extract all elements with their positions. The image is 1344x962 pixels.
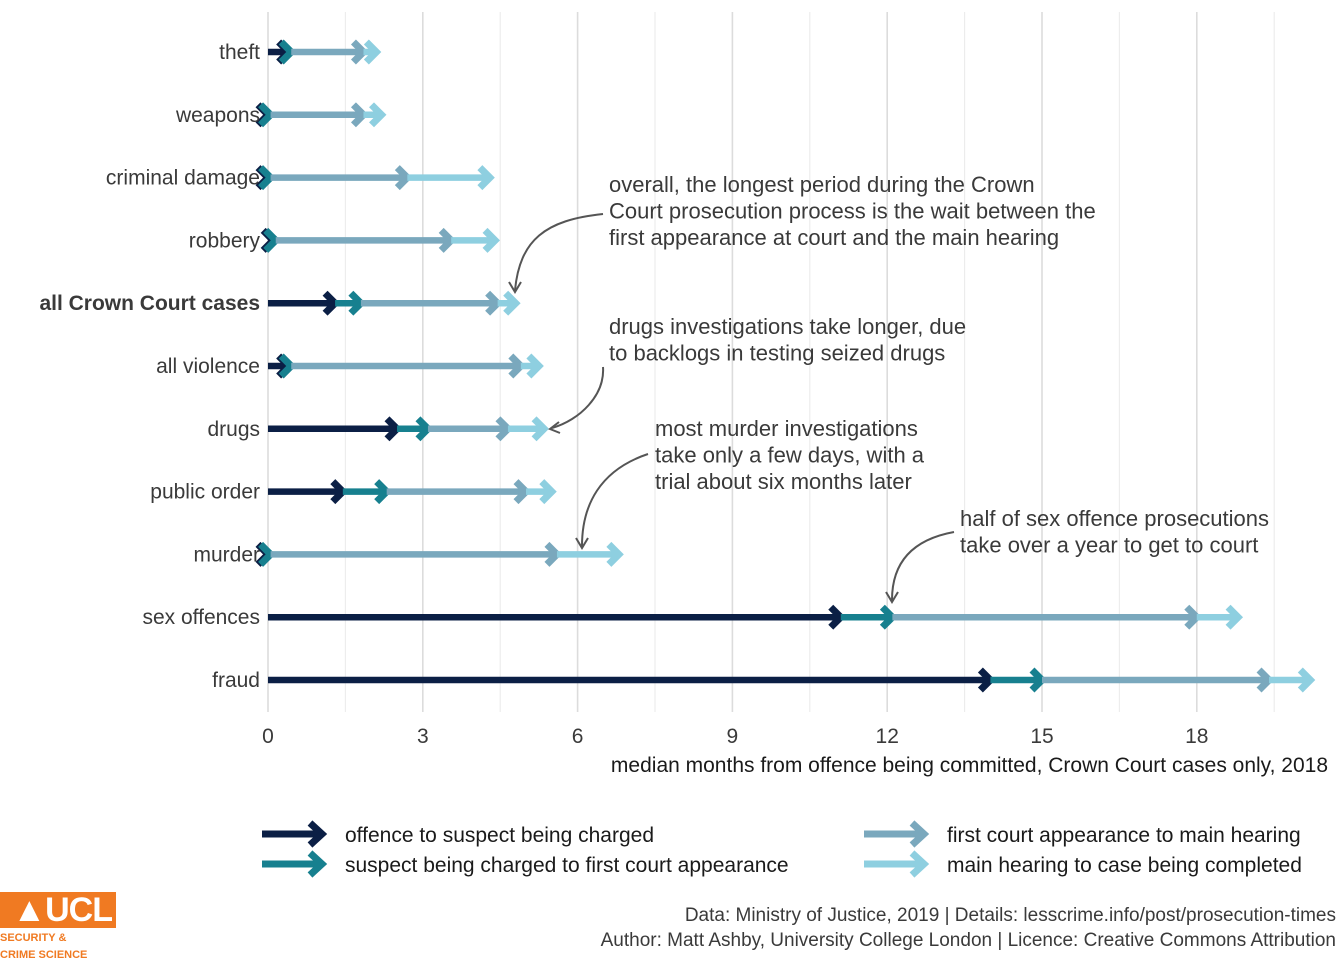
annotation-arrow — [551, 366, 605, 429]
arrow-head — [1225, 604, 1244, 630]
legend: offence to suspect being charged suspect … — [262, 820, 1302, 878]
arrow-head — [482, 227, 500, 253]
annotation-arrowhead — [575, 537, 589, 550]
x-tick-label: 12 — [876, 725, 899, 748]
category-label: criminal damage — [106, 167, 260, 190]
x-tick-label: 3 — [417, 725, 429, 748]
legend-arrow-head — [909, 850, 930, 878]
annotation-text: take over a year to get to court — [960, 533, 1258, 558]
legend-label: main hearing to case being completed — [947, 854, 1302, 877]
category-label: fraud — [212, 669, 260, 692]
legend-arrow-head — [307, 850, 328, 878]
logo-subtitle-1: SECURITY & — [0, 932, 67, 944]
annotation-arrow — [514, 213, 604, 291]
annotation-text: overall, the longest period during the C… — [609, 172, 1035, 197]
annotation-arrowhead — [508, 281, 522, 294]
arrow-head — [477, 165, 495, 191]
annotation-text: take only a few days, with a — [655, 443, 925, 468]
bars — [255, 39, 1316, 693]
annotation-text: to backlogs in testing seized drugs — [609, 341, 945, 366]
legend-label: offence to suspect being charged — [345, 824, 654, 847]
arrow-head — [363, 39, 382, 65]
legend-label: first court appearance to main hearing — [947, 824, 1301, 847]
category-label: all violence — [156, 355, 260, 378]
x-tick-label: 15 — [1030, 725, 1053, 748]
x-tick-label: 9 — [727, 725, 739, 748]
logo-subtitle-2: CRIME SCIENCE — [0, 949, 88, 961]
annotation-text: trial about six months later — [655, 469, 912, 494]
annotation-arrowhead — [548, 421, 561, 434]
category-label: theft — [219, 41, 260, 64]
category-label: robbery — [189, 229, 261, 252]
category-label: all Crown Court cases — [39, 292, 260, 315]
caption-line-2: Author: Matt Ashby, University College L… — [601, 930, 1336, 951]
x-axis-title: median months from offence being committ… — [611, 754, 1328, 777]
annotation-arrow — [581, 453, 649, 547]
arrow-head — [1297, 667, 1316, 693]
legend-arrow-head — [307, 820, 328, 848]
arrow-head — [369, 102, 387, 128]
arrow-head — [503, 290, 521, 316]
annotation-arrowhead — [885, 591, 899, 604]
annotation-arrow — [891, 531, 955, 601]
category-label: sex offences — [142, 606, 260, 629]
arrow-head — [606, 541, 624, 567]
annotation-text: most murder investigations — [655, 416, 918, 441]
arrow-head — [539, 479, 557, 505]
grid-lines — [267, 12, 1275, 712]
legend-arrow-head — [909, 820, 930, 848]
category-labels: theft weapons criminal damage robbery all Cr… — [39, 41, 260, 692]
arrow-head — [531, 416, 550, 442]
category-label: drugs — [207, 418, 260, 441]
annotation-text: drugs investigations take longer, due — [609, 314, 966, 339]
x-tick-labels: 0 3 6 9 12 15 18 — [262, 725, 1208, 748]
annotation-text: Court prosecution process is the wait be… — [609, 199, 1096, 224]
x-tick-label: 0 — [262, 725, 274, 748]
x-tick-label: 18 — [1185, 725, 1208, 748]
category-label: weapons — [175, 104, 260, 127]
legend-label: suspect being charged to first court app… — [345, 854, 789, 877]
x-tick-label: 6 — [572, 725, 584, 748]
annotation-text: half of sex offence prosecutions — [960, 506, 1269, 531]
category-label: public order — [150, 481, 260, 504]
caption-line-1: Data: Ministry of Justice, 2019 | Detail… — [685, 905, 1336, 926]
ucl-wordmark: ▲UCL — [0, 892, 116, 928]
arrow-head — [526, 353, 544, 379]
annotations: overall, the longest period during the C… — [508, 172, 1269, 604]
annotation-text: first appearance at court and the main h… — [609, 225, 1059, 250]
category-label: murder — [193, 543, 260, 566]
ucl-logo: ▲UCL SECURITY & CRIME SCIENCE — [0, 892, 118, 962]
